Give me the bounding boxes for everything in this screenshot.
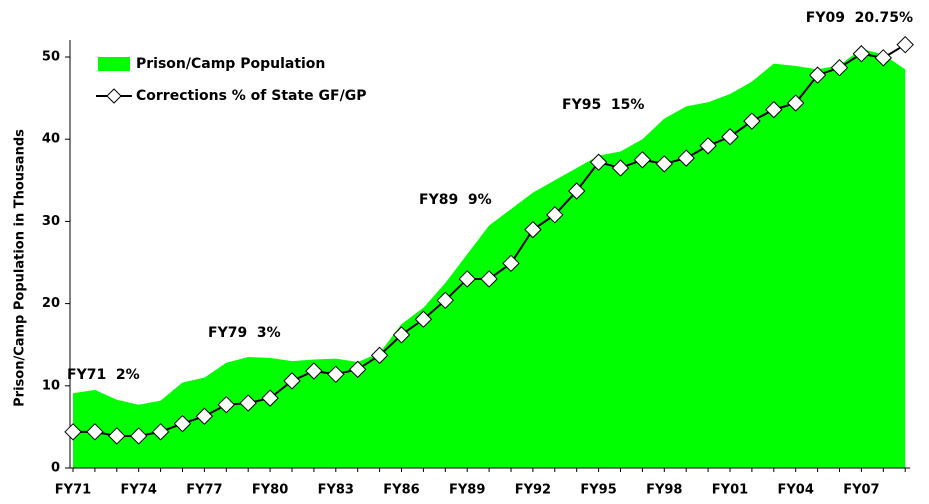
marker (896, 35, 914, 54)
marker (830, 58, 849, 77)
marker (64, 423, 82, 441)
marker (348, 360, 367, 379)
x-tick-label: FY74 (121, 483, 157, 498)
marker (414, 310, 433, 328)
marker (546, 206, 564, 224)
marker (436, 291, 455, 310)
marker (874, 49, 893, 67)
x-tick-label: FY80 (252, 483, 288, 498)
marker (721, 128, 739, 146)
marker (480, 270, 498, 288)
y-tick-label: 10 (42, 378, 60, 393)
marker (261, 389, 279, 407)
marker (327, 365, 345, 383)
y-tick-label: 50 (42, 50, 60, 65)
marker (239, 394, 257, 412)
x-tick-label: FY95 (580, 483, 616, 498)
area (73, 48, 906, 468)
y-tick-label: 30 (42, 214, 60, 229)
marker (611, 159, 630, 177)
x-tick-label: FY71 (55, 483, 91, 498)
annotation: FY71 2% (67, 367, 140, 383)
marker (852, 45, 871, 63)
legend-label: Prison/Camp Population (136, 56, 325, 72)
legend-swatch (98, 57, 130, 71)
y-tick-label: 0 (51, 461, 60, 476)
marker (129, 427, 148, 445)
x-tick-label: FY07 (843, 483, 879, 498)
legend-marker (106, 88, 122, 104)
legend-label: Corrections % of State GF/GP (136, 88, 366, 104)
marker (151, 423, 170, 441)
marker (633, 151, 652, 169)
annotation: FY95 15% (562, 97, 644, 113)
marker (392, 326, 411, 344)
marker (217, 395, 236, 414)
marker (305, 362, 323, 380)
marker (108, 427, 126, 445)
x-tick-label: FY86 (383, 483, 419, 498)
marker (283, 372, 301, 390)
y-tick-label: 40 (42, 132, 60, 147)
x-tick-label: FY77 (186, 483, 222, 498)
x-tick-label: FY92 (515, 483, 551, 498)
marker (589, 153, 608, 171)
y-axis-label: Prison/Camp Population in Thousands (13, 129, 28, 407)
marker (524, 220, 542, 239)
marker (786, 94, 805, 112)
x-tick-label: FY04 (778, 483, 814, 498)
marker (502, 254, 520, 273)
marker (458, 270, 476, 288)
marker (808, 66, 827, 84)
marker (370, 346, 389, 365)
y-tick-label: 20 (42, 296, 60, 311)
marker (699, 137, 717, 155)
marker (677, 149, 695, 167)
marker (655, 155, 674, 173)
x-tick-label: FY89 (449, 483, 485, 498)
marker (86, 423, 104, 441)
marker (195, 407, 214, 425)
annotation: FY79 3% (208, 325, 281, 341)
annotation: FY89 9% (419, 192, 492, 208)
x-tick-label: FY83 (318, 483, 354, 498)
annotation: FY09 20.75% (806, 10, 913, 26)
x-tick-label: FY98 (646, 483, 682, 498)
marker (173, 414, 192, 433)
marker (567, 182, 586, 200)
marker (743, 112, 761, 130)
x-tick-label: FY01 (712, 483, 748, 498)
marker (765, 100, 783, 119)
